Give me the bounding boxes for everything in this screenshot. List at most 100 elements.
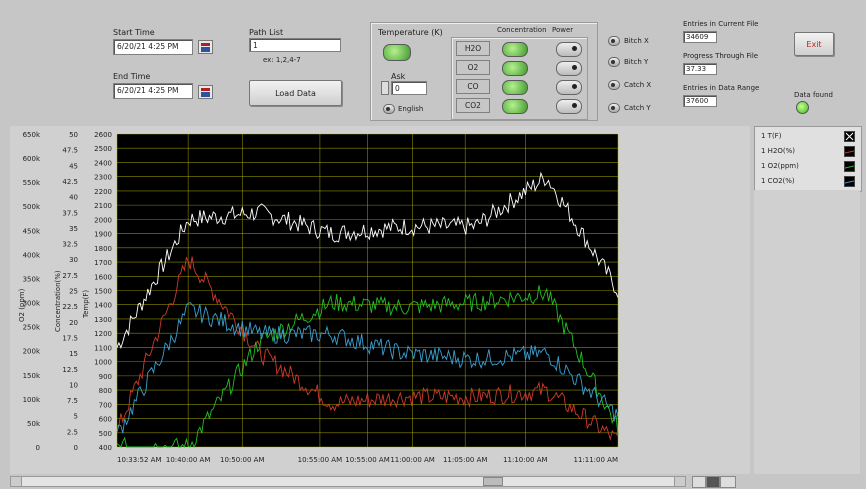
legend-swatch-o2 [844, 161, 855, 172]
radio-catch-y[interactable] [608, 103, 620, 113]
o2-axis-tick-label: 400k [23, 251, 41, 259]
x-axis-tick-label: 11:10:00 AM [503, 456, 548, 464]
english-toggle[interactable] [383, 104, 395, 114]
co2-concentration-led[interactable] [502, 99, 528, 114]
temperature-axis-tick-label: 2600 [94, 131, 112, 139]
concentration-axis-tick-label: 0 [74, 444, 78, 452]
start-time-field[interactable]: 6/20/21 4:25 PM [113, 39, 193, 55]
concentration-header: Concentration [497, 26, 547, 34]
ask-label: Ask [391, 72, 406, 81]
co2-power-switch[interactable] [556, 99, 582, 114]
scroll-thumb[interactable] [483, 477, 503, 486]
concentration-axis-tick-label: 10 [69, 381, 78, 389]
calendar-icon-end[interactable] [198, 85, 213, 99]
o2-axis-tick-label: 200k [23, 348, 41, 356]
temperature-axis-tick-label: 2200 [94, 188, 112, 196]
english-label: English [398, 105, 424, 113]
channel-label-co2: CO2 [456, 98, 490, 113]
ask-spinner-icon[interactable] [381, 81, 389, 95]
temperature-led[interactable] [383, 44, 411, 61]
temperature-axis-tick-label: 700 [99, 401, 112, 409]
concentration-axis-tick-label: 17.5 [62, 334, 78, 342]
end-time-field[interactable]: 6/20/21 4:25 PM [113, 83, 193, 99]
temperature-axis-tick-label: 1700 [94, 259, 112, 267]
x-axis-tick-label: 10:55:00 AM [345, 456, 390, 464]
o2-axis-ticks: 650k 600k 550k 500k 450k 400k 350k 300k 250k 200k… [23, 131, 41, 452]
horizontal-scrollbar[interactable] [10, 476, 686, 487]
o2-axis-tick-label: 50k [27, 420, 41, 428]
scroll-right-arrow-icon[interactable] [674, 477, 685, 486]
x-axis-tick-label: 10:55:00 AM [298, 456, 343, 464]
data-found-led-icon [796, 101, 809, 114]
concentration-axis-tick-label: 42.5 [62, 178, 78, 186]
ask-field[interactable]: 0 [391, 81, 427, 95]
temperature-axis-tick-label: 2100 [94, 202, 112, 210]
calendar-icon-start[interactable] [198, 40, 213, 54]
channel-label-o2: O2 [456, 60, 490, 75]
co-concentration-led[interactable] [502, 80, 528, 95]
temperature-axis-label: Temp(F) [82, 289, 90, 318]
o2-axis-tick-label: 600k [23, 155, 41, 163]
legend: 1 T(F) 1 H2O(%) 1 O2(ppm) 1 CO2(%) [754, 126, 862, 192]
radio-bitch-x[interactable] [608, 36, 620, 46]
x-axis-tick-label: 10:33:52 AM [117, 456, 162, 464]
h2o-power-switch[interactable] [556, 42, 582, 57]
temperature-axis-tick-label: 2500 [94, 145, 112, 153]
temperature-axis-tick-label: 400 [99, 444, 112, 452]
temperature-axis-tick-label: 1500 [94, 288, 112, 296]
concentration-axis-tick-label: 22.5 [62, 303, 78, 311]
o2-axis-tick-label: 550k [23, 179, 41, 187]
load-data-button[interactable]: Load Data [249, 80, 342, 106]
start-time-label: Start Time [113, 28, 155, 37]
temperature-axis-tick-label: 2400 [94, 159, 112, 167]
concentration-axis-tick-label: 2.5 [67, 428, 78, 436]
path-list-hint: ex: 1,2,4-7 [263, 56, 301, 64]
legend-item-h2o[interactable]: 1 H2O(%) [755, 144, 861, 159]
temperature-axis-ticks: 2600 2500 2400 2300 2200 2100 2000 1900 1800 1700… [94, 131, 112, 452]
x-axis-tick-label: 10:50:00 AM [220, 456, 265, 464]
zoom-tool-icon[interactable] [692, 476, 706, 488]
temperature-axis-tick-label: 1300 [94, 316, 112, 324]
h2o-concentration-led[interactable] [502, 42, 528, 57]
entries-data-field: 37600 [683, 95, 717, 107]
concentration-axis-tick-label: 45 [69, 162, 78, 170]
entries-data-label: Entries in Data Range [683, 84, 760, 92]
concentration-axis-tick-label: 32.5 [62, 241, 78, 249]
series-line-1-h2o- [116, 256, 619, 441]
concentration-axis-tick-label: 5 [74, 413, 78, 421]
o2-concentration-led[interactable] [502, 61, 528, 76]
temperature-axis-tick-label: 1900 [94, 231, 112, 239]
exit-button[interactable]: Exit [794, 32, 834, 56]
x-axis-tick-label: 10:40:00 AM [166, 456, 211, 464]
scroll-left-arrow-icon[interactable] [11, 477, 22, 486]
legend-item-co2[interactable]: 1 CO2(%) [755, 174, 861, 189]
concentration-axis-tick-label: 35 [69, 225, 78, 233]
temperature-axis-tick-label: 2000 [94, 216, 112, 224]
radio-catch-x-label: Catch X [624, 81, 652, 89]
palette-tool-icon[interactable] [706, 476, 720, 488]
pan-tool-icon[interactable] [720, 476, 736, 488]
o2-power-switch[interactable] [556, 61, 582, 76]
radio-bitch-y[interactable] [608, 57, 620, 67]
concentration-axis-tick-label: 40 [69, 194, 78, 202]
series-line-1-co2- [116, 302, 619, 434]
path-list-field[interactable]: 1 [249, 38, 341, 52]
o2-axis-tick-label: 150k [23, 372, 41, 380]
legend-item-temp[interactable]: 1 T(F) [755, 129, 861, 144]
temperature-axis-tick-label: 1200 [94, 330, 112, 338]
path-list-label: Path List [249, 28, 284, 37]
channel-label-h2o: H2O [456, 41, 490, 56]
channel-label-co: CO [456, 79, 490, 94]
o2-axis-tick-label: 350k [23, 275, 41, 283]
concentration-axis-tick-label: 12.5 [62, 366, 78, 374]
legend-label: 1 O2(ppm) [761, 162, 799, 170]
radio-catch-x[interactable] [608, 80, 620, 90]
legend-label: 1 T(F) [761, 132, 782, 140]
o2-axis-tick-label: 100k [23, 396, 41, 404]
co-power-switch[interactable] [556, 80, 582, 95]
legend-item-o2[interactable]: 1 O2(ppm) [755, 159, 861, 174]
grid-lines [116, 133, 619, 448]
entries-current-field: 34609 [683, 31, 717, 43]
o2-axis-label: O2 (ppm) [18, 288, 26, 322]
